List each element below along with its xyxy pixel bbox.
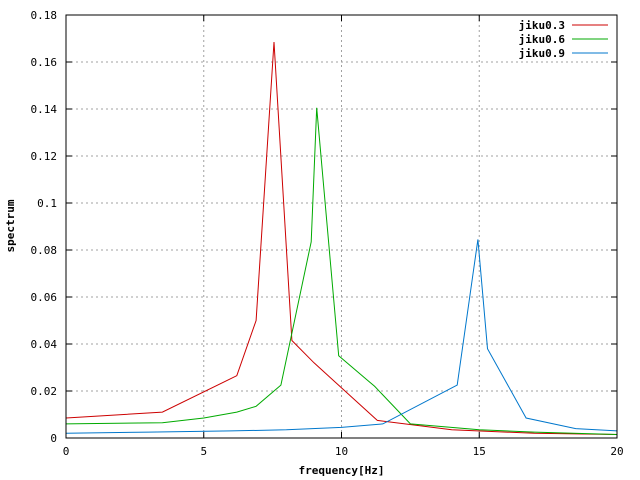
- series-line-jiku0.3: [65, 41, 618, 435]
- series-lines: [65, 41, 618, 435]
- y-tick-label: 0.04: [31, 338, 58, 351]
- x-tick-label: 10: [335, 445, 348, 458]
- axis-ticks: 0 5 10 15 20 0 0.02 0.04 0.06 0.08 0.1 0.12 0.14 0.16…: [31, 9, 624, 458]
- legend-label-jiku0.3: jiku0.3: [519, 19, 565, 32]
- x-tick-label: 0: [63, 445, 70, 458]
- y-tick-label: 0.14: [31, 103, 58, 116]
- x-axis-label: frequency[Hz]: [298, 464, 384, 477]
- y-tick-label: 0.08: [31, 244, 58, 257]
- x-tick-label: 20: [610, 445, 623, 458]
- grid-lines: [66, 15, 617, 438]
- y-tick-label: 0.06: [31, 291, 58, 304]
- y-tick-label: 0.16: [31, 56, 58, 69]
- y-tick-label: 0: [50, 432, 57, 445]
- x-tick-label: 15: [473, 445, 486, 458]
- series-line-jiku0.9: [65, 239, 618, 434]
- y-tick-label: 0.12: [31, 150, 58, 163]
- y-tick-label: 0.1: [37, 197, 57, 210]
- y-tick-label: 0.02: [31, 385, 58, 398]
- legend-label-jiku0.9: jiku0.9: [519, 47, 565, 60]
- y-tick-label: 0.18: [31, 9, 58, 22]
- x-tick-label: 5: [200, 445, 207, 458]
- legend-label-jiku0.6: jiku0.6: [519, 33, 566, 46]
- series-line-jiku0.6: [65, 107, 618, 435]
- y-axis-label: spectrum: [4, 199, 17, 252]
